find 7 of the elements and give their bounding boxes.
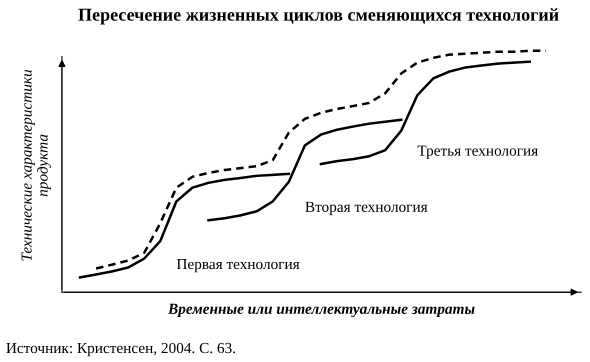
text: Источник: Кристенсен, 2004. С. 63. [6,342,236,356]
chart-title: Пересечение жизненных циклов сменяющихся технологий [78,8,559,24]
y-axis-title: Технические характеристики продукта [22,70,51,261]
series-label: Вторая технология [305,202,428,216]
x-axis-title: Временные или интеллектуальные затраты [168,304,475,318]
series-label: Третья технология [418,146,538,159]
series-label: Первая технология [176,259,300,272]
